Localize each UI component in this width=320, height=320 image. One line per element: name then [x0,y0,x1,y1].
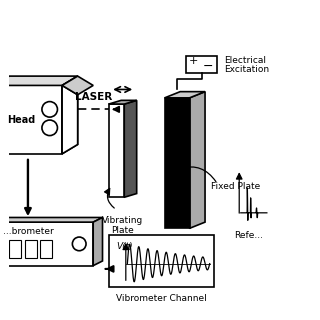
Text: Refe...: Refe... [234,231,263,240]
Bar [109,104,124,197]
Text: +: + [188,56,198,66]
Text: Head: Head [7,115,35,124]
Bar [25,240,36,258]
Bar [40,240,52,258]
Polygon shape [62,76,93,95]
Polygon shape [109,100,137,104]
Text: Vibrating
Plate: Vibrating Plate [102,216,143,235]
Bar [165,98,189,228]
Bar [0,222,93,266]
Polygon shape [0,76,78,85]
Text: Excitation: Excitation [224,65,269,74]
Text: Vibrometer Channel: Vibrometer Channel [116,294,207,303]
Bar [9,240,21,258]
Text: ...brometer: ...brometer [3,227,54,236]
Text: Electrical: Electrical [224,56,266,65]
Bar [0,85,62,154]
Polygon shape [0,218,102,222]
Polygon shape [62,76,78,154]
Bar [186,56,218,73]
Polygon shape [93,218,102,266]
Polygon shape [189,92,205,228]
Bar [109,235,214,287]
Text: Fixed Plate: Fixed Plate [211,182,260,191]
Text: −: − [203,60,213,73]
Polygon shape [62,85,78,154]
Polygon shape [124,100,137,197]
Polygon shape [165,92,205,98]
Text: LASER: LASER [75,92,112,101]
Text: V(t): V(t) [116,242,133,251]
